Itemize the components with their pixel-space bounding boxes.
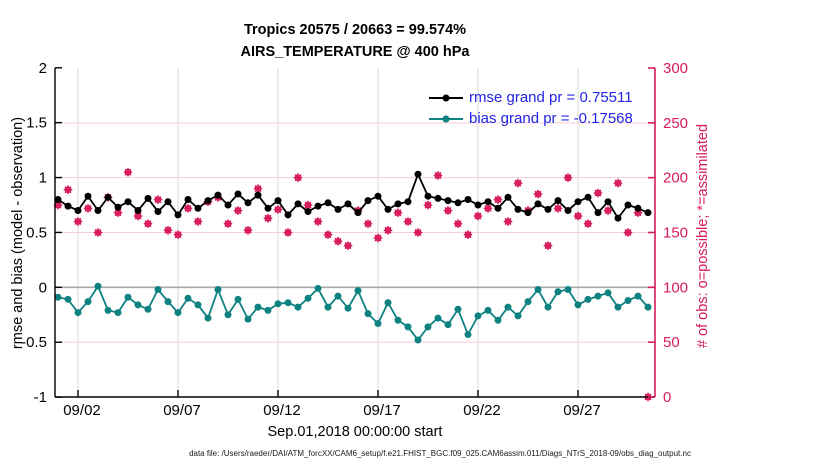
legend-label-bias: bias grand pr = -0.17568: [469, 110, 633, 127]
left-y-axis-label: rmse and bias (model - observation): [10, 116, 26, 350]
rmse-series: [54, 170, 652, 222]
legend-item-rmse: rmse grand pr = 0.75511: [428, 87, 633, 108]
left-axis-tick-label: 2: [39, 60, 47, 77]
x-axis-label: Sep.01,2018 00:00:00 start: [267, 424, 443, 440]
left-axis-tick-label: -0.5: [21, 334, 47, 351]
chart-title-line2: AIRS_TEMPERATURE @ 400 hPa: [240, 44, 470, 60]
chart-title-line1: Tropics 20575 / 20663 = 99.574%: [243, 22, 467, 38]
axes: 2 1.5 1 0.5 0 -0.5 -1 300 250 200 150 100 50 0 09/02 09…: [21, 60, 688, 419]
x-axis-tick-label: 09/27: [563, 402, 601, 419]
right-axis-tick-label: 150: [663, 224, 688, 241]
right-y-axis-label: # of obs: o=possible; *=assimilated: [695, 123, 711, 349]
legend-label-rmse: rmse grand pr = 0.75511: [469, 89, 633, 106]
legend-item-bias: bias grand pr = -0.17568: [428, 108, 633, 129]
x-axis-tick-label: 09/22: [463, 402, 501, 419]
x-axis-tick-label: 09/02: [63, 402, 101, 419]
right-axis-tick-label: 250: [663, 115, 688, 132]
left-axis-tick-label: 0: [39, 279, 47, 296]
x-axis-tick-label: 09/12: [263, 402, 301, 419]
left-axis-tick-label: 1: [39, 170, 47, 187]
bias-series: [54, 282, 652, 344]
right-axis-tick-label: 50: [663, 334, 680, 351]
left-axis-tick-label: 1.5: [26, 115, 47, 132]
right-axis-tick-label: 0: [663, 389, 671, 406]
right-axis-tick-label: 200: [663, 170, 688, 187]
right-axis-tick-label: 100: [663, 279, 688, 296]
left-axis-tick-label: -1: [34, 389, 47, 406]
rmse-legend-marker-icon: [429, 94, 463, 101]
x-axis-tick-label: 09/17: [363, 402, 401, 419]
legend: rmse grand pr = 0.75511 bias grand pr = …: [428, 87, 633, 129]
data-file-path: data file: /Users/raeder/DAI/ATM_forcXX/…: [189, 449, 691, 458]
x-axis-tick-label: 09/07: [163, 402, 201, 419]
right-axis-tick-label: 300: [663, 60, 688, 77]
left-axis-tick-label: 0.5: [26, 224, 47, 241]
bias-legend-marker-icon: [429, 115, 463, 122]
